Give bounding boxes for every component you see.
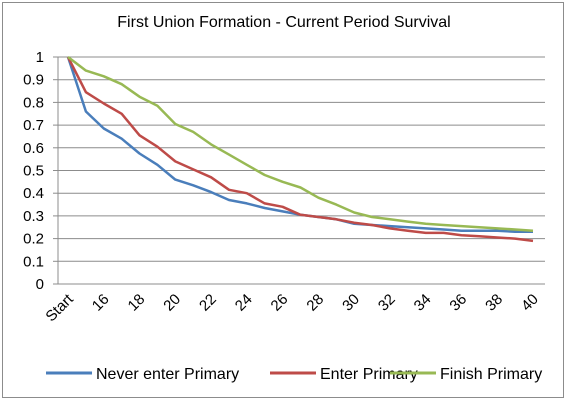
series-line-2: [66, 56, 534, 243]
y-tick-labels: 0 0.1 0.2 0.3 0.4 0.5 0.6 0.7 0.8 0.9 1: [23, 49, 44, 293]
y-tick-label: 1: [36, 49, 44, 66]
x-tick-label: 26: [268, 291, 292, 315]
legend: Never enter Primary Enter Primary Finish P…: [46, 366, 542, 383]
legend-label: Never enter Primary: [96, 366, 239, 383]
x-tick-label: 38: [482, 291, 506, 315]
x-tick-label: 20: [160, 291, 184, 315]
y-tick-label: 0.2: [23, 231, 44, 248]
y-tick-label: 0.6: [23, 140, 44, 157]
x-tick-label: 18: [125, 291, 149, 315]
legend-label: Enter Primary: [320, 366, 418, 383]
y-tick-label: 0.4: [23, 185, 44, 202]
x-tick-label: 16: [89, 291, 113, 315]
y-tick-label: 0.1: [23, 253, 44, 270]
x-tick-label: 34: [411, 291, 435, 315]
series-line-3: [67, 56, 534, 232]
legend-label: Finish Primary: [440, 366, 542, 383]
chart-title: First Union Formation - Current Period S…: [117, 14, 451, 31]
chart-frame: [2, 2, 564, 398]
axes: [53, 56, 545, 285]
x-tick-label: 40: [518, 291, 542, 315]
y-tick-label: 0.8: [23, 94, 44, 111]
x-tick-labels: Start 16 18 20 22 24 26 28 30 32 34 36 38 40: [42, 290, 541, 325]
series-line-1: [66, 56, 533, 234]
x-tick-label: 30: [339, 291, 363, 315]
y-tick-label: 0.5: [23, 163, 44, 180]
x-tick-label: 22: [196, 291, 220, 315]
y-tick-label: 0.3: [23, 208, 44, 225]
x-tick-label: Start: [42, 290, 77, 325]
x-tick-label: 32: [375, 291, 399, 315]
x-tick-label: 36: [446, 291, 470, 315]
x-tick-label: 24: [232, 291, 256, 315]
series-lines: [66, 56, 534, 243]
x-tick-label: 28: [303, 291, 327, 315]
y-tick-label: 0.9: [23, 72, 44, 89]
y-tick-label: 0: [36, 276, 44, 293]
y-tick-label: 0.7: [23, 117, 44, 134]
